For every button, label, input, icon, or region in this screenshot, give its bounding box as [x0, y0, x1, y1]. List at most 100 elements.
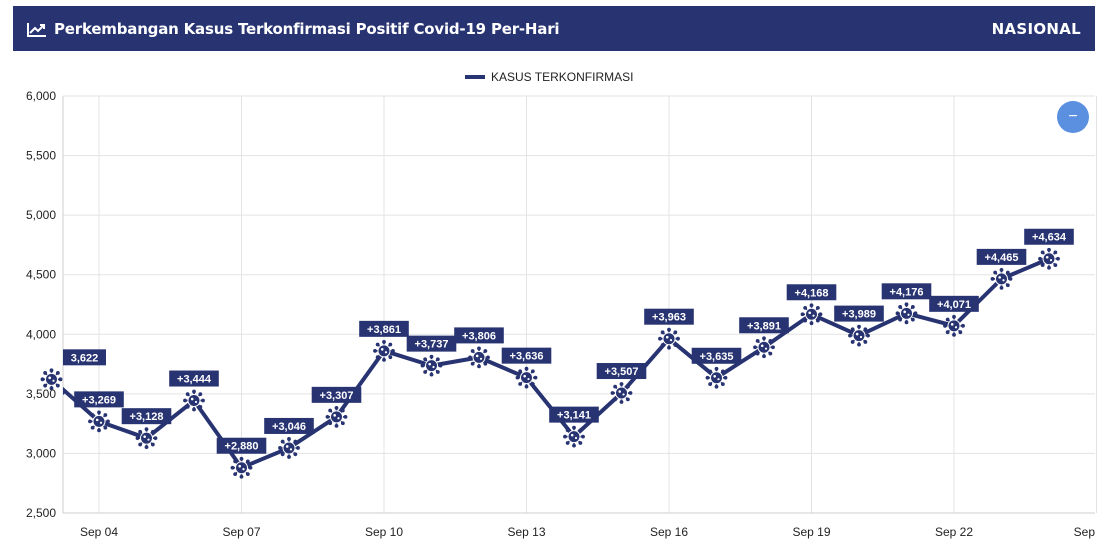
virus-marker-icon[interactable]	[610, 382, 633, 404]
x-tick-label: Sep 04	[80, 525, 118, 539]
data-label-text: +3,861	[367, 324, 401, 336]
x-tick-label: Sep 22	[935, 525, 973, 539]
data-labels: 3,622 +3,269 +3,128 +3,444 +2,880 +3,046 +3,30…	[63, 228, 1074, 454]
data-label-box	[169, 370, 219, 387]
data-label: +3,444	[169, 370, 219, 387]
data-label-text: +4,176	[890, 286, 924, 298]
scope-label: NASIONAL	[991, 19, 1081, 38]
data-label-text: 3,622	[71, 352, 99, 364]
data-label-box	[359, 320, 409, 337]
data-label-text: +3,444	[177, 374, 212, 386]
virus-marker-icon[interactable]	[325, 405, 348, 428]
data-label-text: +4,168	[795, 287, 829, 299]
data-label-box	[63, 349, 106, 366]
data-label-box	[691, 347, 742, 364]
data-label: +3,737	[406, 335, 457, 352]
chart-area: 2,500 3,000 3,500 4,000 4,500 5,000 5,500 6,000…	[0, 56, 1109, 551]
data-label: +3,046	[264, 417, 314, 434]
data-label-text: +3,269	[82, 394, 116, 406]
virus-marker-icon[interactable]	[515, 366, 538, 389]
data-label-box	[121, 408, 172, 425]
virus-marker-icon[interactable]	[658, 327, 680, 350]
data-label-box	[644, 308, 694, 325]
data-label: +2,880	[216, 437, 267, 454]
data-label-text: +3,635	[700, 351, 734, 363]
data-label-box	[406, 335, 457, 352]
collapse-button[interactable]: −	[1057, 101, 1089, 133]
data-label-text: +3,891	[747, 320, 781, 332]
data-label-text: +3,806	[462, 330, 496, 342]
virus-marker-icon[interactable]	[420, 354, 443, 377]
virus-marker-icon[interactable]	[183, 389, 205, 412]
data-label: +3,963	[644, 308, 694, 325]
data-label-box	[264, 417, 314, 434]
data-label-text: +3,737	[415, 339, 449, 351]
data-label-text: +3,307	[320, 390, 354, 402]
virus-marker-icon[interactable]	[848, 324, 870, 347]
data-label-text: +3,963	[652, 312, 686, 324]
data-label: +4,465	[976, 248, 1027, 265]
data-label: +4,071	[929, 295, 979, 312]
virus-marker-icon[interactable]	[563, 425, 585, 448]
data-label-box	[501, 347, 552, 364]
data-label: +3,128	[121, 408, 172, 425]
data-label-box	[881, 283, 932, 300]
data-label-text: +2,880	[225, 441, 259, 453]
virus-marker-icon[interactable]	[373, 339, 395, 362]
virus-marker-icon[interactable]	[800, 303, 823, 326]
x-tick-label: Sep 13	[507, 525, 545, 539]
x-tick-label: Sep	[1074, 525, 1096, 539]
data-label: +3,269	[74, 391, 124, 408]
y-tick-label: 3,000	[26, 446, 56, 460]
data-label-text: +4,071	[937, 299, 971, 311]
data-label-box	[596, 363, 647, 380]
data-label: +3,635	[691, 347, 742, 364]
data-label: +4,634	[1024, 228, 1074, 245]
legend[interactable]: KASUS TERKONFIRMASI	[465, 70, 633, 84]
virus-marker-icon[interactable]	[705, 366, 728, 389]
y-axis: 2,500 3,000 3,500 4,000 4,500 5,000 5,500 6,000	[26, 89, 64, 520]
virus-marker-icon[interactable]	[468, 346, 490, 369]
data-label-box	[976, 248, 1027, 265]
data-label-box	[929, 295, 979, 312]
data-label-text: +3,046	[272, 421, 306, 433]
legend-label[interactable]: KASUS TERKONFIRMASI	[491, 70, 633, 84]
virus-marker-icon[interactable]	[990, 267, 1013, 290]
chart-header: Perkembangan Kasus Terkonfirmasi Positif…	[13, 6, 1095, 51]
data-label: +3,989	[834, 305, 884, 322]
y-tick-label: 5,500	[26, 149, 56, 163]
y-tick-label: 5,000	[26, 208, 56, 222]
line-chart-icon	[27, 22, 46, 37]
x-tick-label: Sep 07	[222, 525, 260, 539]
data-label: +4,176	[881, 283, 932, 300]
virus-marker-icon[interactable]	[278, 437, 300, 459]
data-label-text: +3,128	[130, 411, 164, 423]
x-tick-label: Sep 16	[650, 525, 688, 539]
virus-marker-icon[interactable]	[1038, 247, 1060, 270]
data-label-text: +3,507	[605, 366, 639, 378]
virus-marker-icon[interactable]	[943, 314, 965, 337]
data-label: 3,622	[63, 349, 106, 366]
virus-marker-icon[interactable]	[135, 427, 158, 450]
data-label: +4,168	[786, 284, 837, 301]
data-label-box	[454, 327, 504, 344]
virus-marker-icon[interactable]	[88, 410, 110, 433]
data-label-box	[549, 406, 599, 423]
virus-marker-icon[interactable]	[753, 336, 775, 359]
data-label-text: +4,634	[1032, 232, 1067, 244]
data-label: +3,307	[311, 386, 362, 403]
data-label-text: +4,465	[985, 252, 1019, 264]
header-left: Perkembangan Kasus Terkonfirmasi Positif…	[27, 20, 560, 38]
virus-marker-icon[interactable]	[895, 302, 918, 325]
virus-marker-icon[interactable]	[40, 368, 63, 391]
data-label-box	[1024, 228, 1074, 245]
data-label: +3,636	[501, 347, 552, 364]
data-label: +3,891	[739, 317, 789, 334]
data-label-text: +3,636	[510, 351, 544, 363]
y-tick-label: 3,500	[26, 387, 56, 401]
y-tick-label: 6,000	[26, 89, 56, 103]
virus-marker-icon[interactable]	[230, 456, 253, 479]
data-label: +3,507	[596, 363, 647, 380]
y-tick-label: 2,500	[26, 506, 56, 520]
data-label-box	[834, 305, 884, 322]
